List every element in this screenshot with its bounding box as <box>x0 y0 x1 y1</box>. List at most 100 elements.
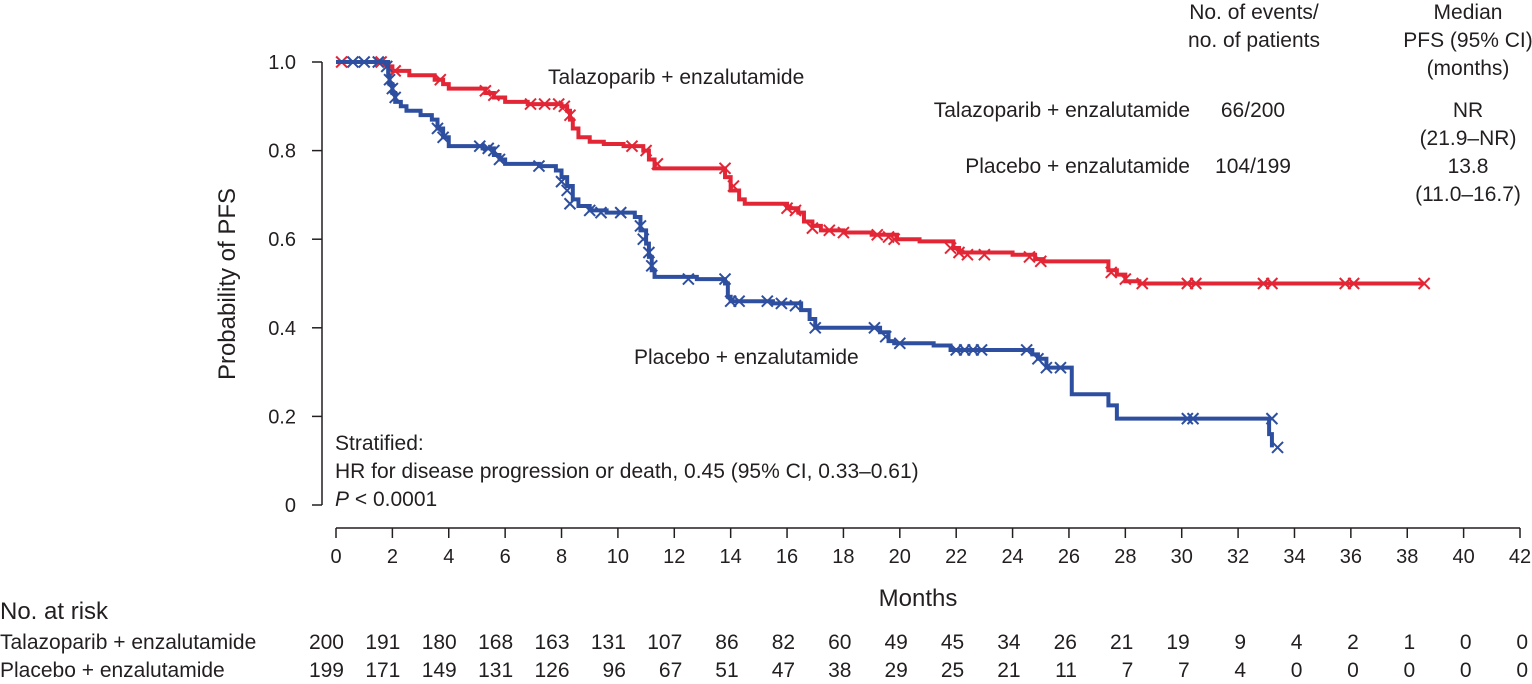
series-label-talazoparib: Talazoparib + enzalutamide <box>548 66 804 89</box>
censor-mark-talazoparib <box>789 204 802 217</box>
censor-mark-talazoparib <box>837 226 850 239</box>
censor-mark-placebo <box>380 60 393 73</box>
x-tick-label: 12 <box>663 546 685 568</box>
x-tick-label: 20 <box>889 546 911 568</box>
series-label-placebo: Placebo + enzalutamide <box>634 346 859 369</box>
censor-mark-placebo <box>436 131 450 144</box>
at-risk-value-placebo: 0 <box>1460 659 1472 682</box>
at-risk-value-placebo: 199 <box>309 659 344 682</box>
at-risk-value-talazoparib: 163 <box>534 631 569 654</box>
censor-mark-talazoparib <box>1136 277 1149 290</box>
censor-mark-placebo <box>357 55 371 69</box>
censor-mark-placebo <box>1040 361 1053 374</box>
censor-mark-talazoparib <box>538 97 551 111</box>
x-tick-label: 28 <box>1114 546 1136 568</box>
median-header-2: PFS (95% CI) <box>1403 29 1532 52</box>
table-row-label-talazoparib: Talazoparib + enzalutamide <box>934 99 1190 122</box>
at-risk-value-placebo: 21 <box>997 659 1020 682</box>
censor-mark-talazoparib <box>625 139 639 153</box>
censor-mark-placebo <box>386 82 399 95</box>
at-risk-value-placebo: 7 <box>1122 659 1134 682</box>
x-tick-label: 38 <box>1396 546 1418 568</box>
censor-mark-talazoparib <box>944 241 957 255</box>
at-risk-value-talazoparib: 49 <box>884 631 907 654</box>
x-tick-label: 6 <box>500 546 511 568</box>
y-tick-label: 0.8 <box>268 141 296 163</box>
stats-stratified: Stratified: <box>335 432 424 455</box>
censor-mark-placebo <box>975 343 988 357</box>
censor-mark-placebo <box>614 206 627 219</box>
at-risk-value-placebo: 51 <box>715 659 738 682</box>
at-risk-value-placebo: 4 <box>1234 659 1246 682</box>
at-risk-value-placebo: 67 <box>659 659 682 682</box>
median-header-3: (months) <box>1427 57 1510 80</box>
x-tick-label: 40 <box>1452 546 1474 568</box>
censor-mark-placebo <box>431 122 444 135</box>
x-tick-label: 14 <box>720 546 742 568</box>
at-risk-value-talazoparib: 21 <box>1110 631 1133 654</box>
at-risk-value-talazoparib: 2 <box>1347 631 1359 654</box>
censor-mark-talazoparib <box>1034 255 1047 268</box>
at-risk-value-placebo: 47 <box>772 659 795 682</box>
censor-mark-talazoparib <box>479 84 492 98</box>
x-tick-label: 8 <box>556 546 567 568</box>
censor-mark-placebo <box>634 219 647 233</box>
censor-mark-talazoparib <box>639 144 653 157</box>
censor-mark-placebo <box>1181 412 1194 425</box>
at-risk-value-talazoparib: 45 <box>941 631 964 654</box>
at-risk-value-talazoparib: 60 <box>828 631 851 654</box>
censor-mark-placebo <box>563 197 577 210</box>
at-risk-value-placebo: 171 <box>365 659 400 682</box>
at-risk-title: No. at risk <box>0 598 109 625</box>
at-risk-value-talazoparib: 26 <box>1054 631 1077 654</box>
survival-curves <box>335 55 1431 454</box>
censor-mark-placebo <box>893 337 907 350</box>
y-axis-title: Probability of PFS <box>214 188 241 380</box>
censor-mark-placebo <box>868 321 881 335</box>
at-risk-value-talazoparib: 19 <box>1166 631 1189 654</box>
at-risk-value-talazoparib: 0 <box>1460 631 1472 654</box>
at-risk-value-talazoparib: 180 <box>422 631 457 654</box>
censor-mark-placebo <box>775 297 788 310</box>
at-risk-label-talazoparib: Talazoparib + enzalutamide <box>0 631 256 654</box>
censor-mark-placebo <box>555 175 568 188</box>
censor-mark-placebo <box>645 259 658 272</box>
x-tick-label: 4 <box>443 546 454 568</box>
censor-mark-talazoparib <box>1105 266 1118 279</box>
events-header-2: no. of patients <box>1188 29 1320 52</box>
censor-mark-placebo <box>594 206 608 219</box>
at-risk-value-talazoparib: 82 <box>772 631 795 654</box>
at-risk-value-talazoparib: 131 <box>591 631 626 654</box>
censor-mark-talazoparib <box>887 232 901 246</box>
table-row-events-talazoparib: 66/200 <box>1221 99 1285 122</box>
censor-mark-talazoparib <box>487 89 501 102</box>
x-tick-label: 22 <box>945 546 967 568</box>
censor-mark-placebo <box>1271 441 1284 454</box>
table-row-label-placebo: Placebo + enzalutamide <box>965 155 1190 178</box>
y-ticks: 0 0.2 0.4 0.6 0.8 1.0 <box>268 52 322 517</box>
censor-mark-placebo <box>1265 412 1279 425</box>
x-tick-label: 2 <box>387 546 398 568</box>
at-risk-value-placebo: 25 <box>941 659 964 682</box>
at-risk-value-placebo: 0 <box>1404 659 1416 682</box>
stats-p-italic: P <box>335 488 349 511</box>
table-row-median-talazoparib: NR <box>1453 99 1483 122</box>
censor-mark-placebo <box>532 159 546 173</box>
summary-table: No. of events/ no. of patients Median PF… <box>934 1 1532 206</box>
censor-mark-talazoparib <box>524 97 537 111</box>
axes <box>321 62 1520 529</box>
at-risk-label-placebo: Placebo + enzalutamide <box>0 659 225 682</box>
censor-mark-talazoparib <box>558 100 571 113</box>
x-tick-label: 42 <box>1509 546 1531 568</box>
table-row-ci-talazoparib: (21.9–NR) <box>1420 127 1517 150</box>
censor-mark-talazoparib <box>718 162 732 175</box>
censor-mark-placebo <box>487 144 501 157</box>
censor-mark-placebo <box>637 232 650 246</box>
stats-p-rest: < 0.0001 <box>349 488 437 511</box>
at-risk-value-talazoparib: 200 <box>309 631 344 654</box>
censor-mark-placebo <box>1186 412 1200 425</box>
censor-mark-placebo <box>1054 361 1067 374</box>
censor-mark-talazoparib <box>961 248 974 261</box>
censor-mark-talazoparib <box>651 157 664 171</box>
x-axis-title: Months <box>879 585 958 612</box>
